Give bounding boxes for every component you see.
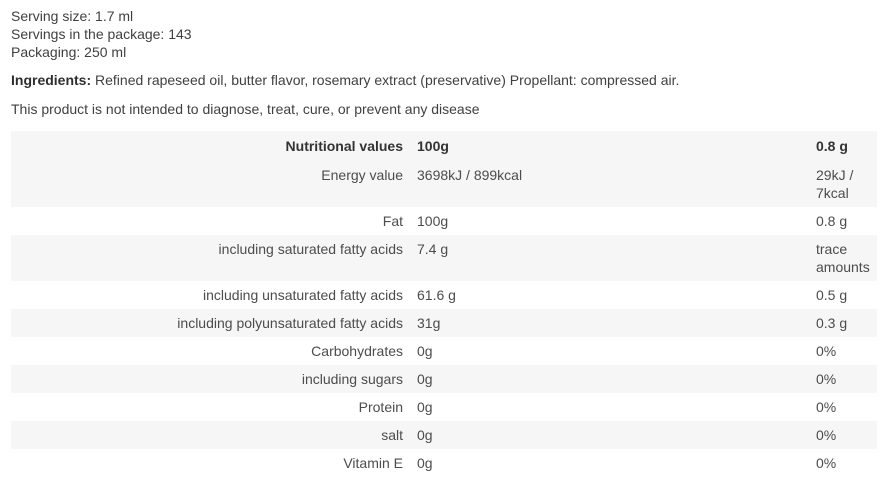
- row-value-100g: 31g: [417, 315, 441, 331]
- row-value-serving: 0%: [816, 343, 837, 359]
- product-info-block: Serving size: 1.7 ml Servings in the pac…: [0, 0, 888, 61]
- packaging-line: Packaging: 250 ml: [11, 44, 127, 60]
- nutrition-table-row: Fat 100g 0.8 g: [11, 207, 877, 235]
- row-value-100g: 3698kJ / 899kcal: [417, 167, 523, 183]
- row-label: Protein: [358, 399, 403, 415]
- row-value-serving: 0.8 g: [816, 213, 848, 229]
- row-value-100g: 7.4 g: [417, 241, 449, 257]
- row-label: including saturated fatty acids: [218, 241, 403, 257]
- row-label: salt: [381, 427, 403, 443]
- ingredients-label: Ingredients:: [11, 72, 92, 88]
- header-per-serving: 0.8 g: [816, 138, 848, 154]
- row-label: Carbohydrates: [311, 343, 403, 359]
- row-value-serving: 0%: [816, 371, 837, 387]
- row-value-100g: 0g: [417, 371, 433, 387]
- row-value-100g: 0g: [417, 427, 433, 443]
- nutrition-table-header-row: Nutritional values 100g 0.8 g: [11, 131, 877, 161]
- row-value-100g: 0g: [417, 455, 433, 471]
- nutrition-table-row: salt 0g 0%: [11, 421, 877, 449]
- row-label: including sugars: [301, 371, 403, 387]
- row-value-100g: 100g: [417, 213, 449, 229]
- disclaimer-text: This product is not intended to diagnose…: [11, 101, 480, 117]
- row-value-serving: 0%: [816, 399, 837, 415]
- header-nutritional-values: Nutritional values: [285, 138, 403, 154]
- row-label: including unsaturated fatty acids: [202, 287, 403, 303]
- nutrition-table-row: Vitamin E 0g 0%: [11, 449, 877, 477]
- nutrition-table-row: including polyunsaturated fatty acids 31g…: [11, 309, 877, 337]
- row-value-serving: 29kJ / 7kcal: [816, 167, 854, 201]
- nutrition-table-row: including sugars 0g 0%: [11, 365, 877, 393]
- header-per-100g: 100g: [417, 138, 449, 154]
- row-value-100g: 0g: [417, 399, 433, 415]
- row-value-serving: trace amounts: [816, 241, 870, 275]
- row-value-serving: 0.3 g: [816, 315, 848, 331]
- nutrition-table: Nutritional values 100g 0.8 g Energy val…: [11, 131, 877, 477]
- nutrition-table-row: including unsaturated fatty acids 61.6 g 0…: [11, 281, 877, 309]
- row-value-serving: 0%: [816, 427, 837, 443]
- nutrition-table-row: Protein 0g 0%: [11, 393, 877, 421]
- ingredients-paragraph: Ingredients: Refined rapeseed oil, butte…: [11, 71, 877, 89]
- servings-in-package-line: Servings in the package: 143: [11, 26, 192, 42]
- nutrition-table-row: Carbohydrates 0g 0%: [11, 337, 877, 365]
- row-label: Fat: [382, 213, 403, 229]
- row-label: Energy value: [321, 167, 403, 183]
- row-label: including polyunsaturated fatty acids: [177, 315, 403, 331]
- row-value-100g: 61.6 g: [417, 287, 456, 303]
- row-value-100g: 0g: [417, 343, 433, 359]
- row-label: Vitamin E: [343, 455, 403, 471]
- ingredients-text: Refined rapeseed oil, butter flavor, ros…: [91, 72, 680, 88]
- nutrition-table-row: Energy value 3698kJ / 899kcal 29kJ / 7kcal: [11, 161, 877, 207]
- row-value-serving: 0.5 g: [816, 287, 848, 303]
- nutrition-table-row: including saturated fatty acids 7.4 g trac…: [11, 235, 877, 281]
- serving-size-line: Serving size: 1.7 ml: [11, 8, 134, 24]
- row-value-serving: 0%: [816, 455, 837, 471]
